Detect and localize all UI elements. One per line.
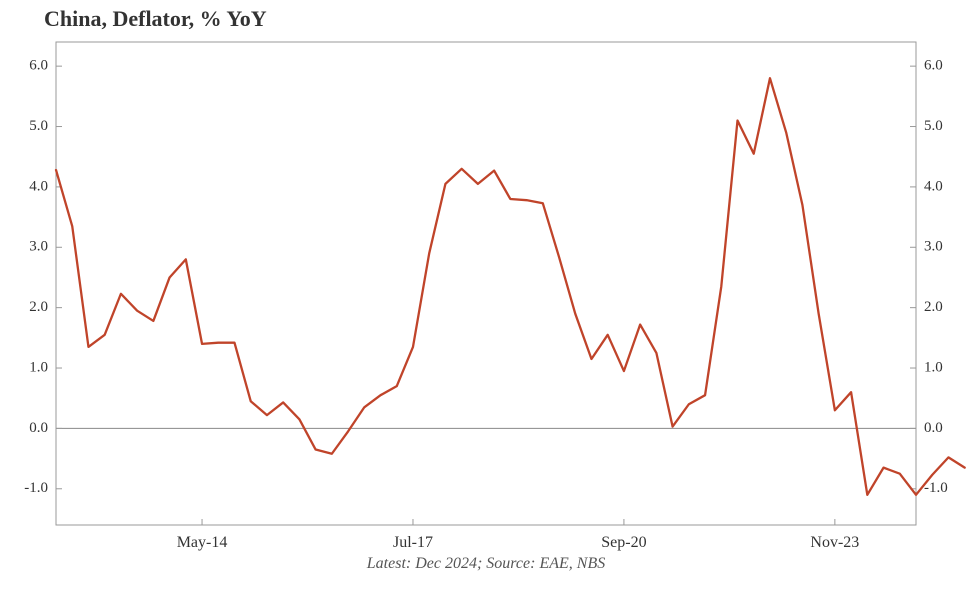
y-tick-label: 5.0 <box>29 118 48 134</box>
line-chart: -1.0 -1.0 0.0 0.0 1.0 1.0 2.0 2.0 3.0 3.0 4.0 4.0 5.… <box>0 0 972 589</box>
y-tick-label-right: 6.0 <box>924 58 943 74</box>
y-tick-label-right: 5.0 <box>924 118 943 134</box>
y-tick-label-right: -1.0 <box>924 480 948 496</box>
y-tick-label-right: 3.0 <box>924 239 943 255</box>
chart-container: China, Deflator, % YoY -1.0 -1.0 0.0 0.0 1.0… <box>0 0 972 589</box>
x-tick-label: May-14 <box>177 534 228 551</box>
y-tick-label: 4.0 <box>29 178 48 194</box>
y-tick-label-right: 4.0 <box>924 178 943 194</box>
y-tick-label: 6.0 <box>29 58 48 74</box>
chart-title: China, Deflator, % YoY <box>44 6 267 32</box>
y-tick-label: 3.0 <box>29 239 48 255</box>
y-tick-label-right: 1.0 <box>924 359 943 375</box>
y-tick-label: -1.0 <box>24 480 48 496</box>
y-tick-label: 2.0 <box>29 299 48 315</box>
y-tick-label-right: 2.0 <box>924 299 943 315</box>
y-tick-label: 1.0 <box>29 359 48 375</box>
x-tick-label: Jul-17 <box>393 534 433 551</box>
chart-caption: Latest: Dec 2024; Source: EAE, NBS <box>0 555 972 573</box>
x-tick-label: Sep-20 <box>601 534 646 551</box>
y-tick-label: 0.0 <box>29 420 48 436</box>
y-tick-label-right: 0.0 <box>924 420 943 436</box>
x-tick-label: Nov-23 <box>810 534 859 551</box>
